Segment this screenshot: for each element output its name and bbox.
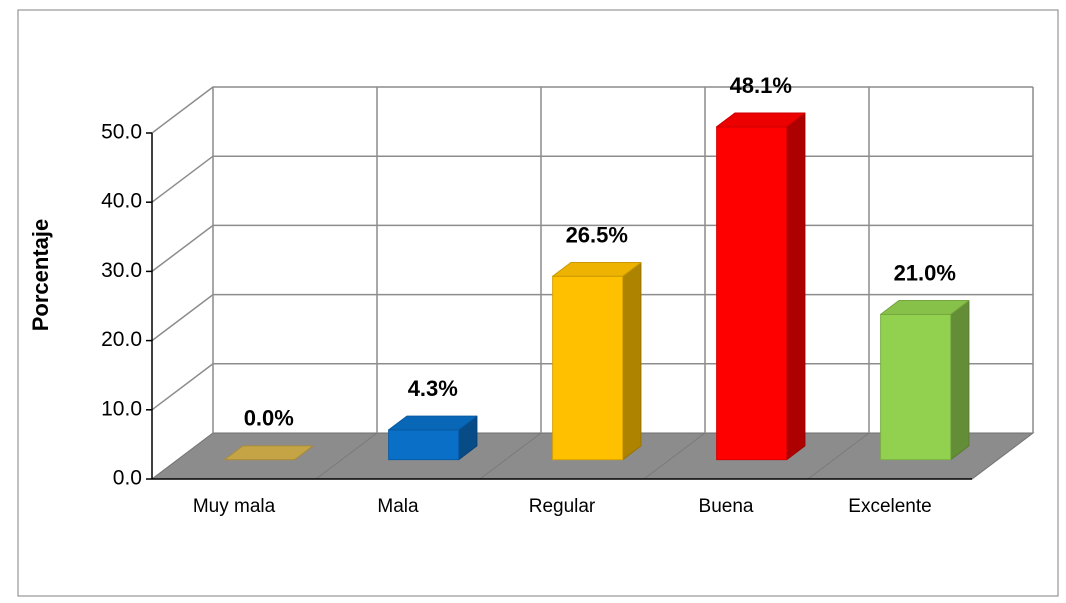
bar-front — [880, 313, 952, 461]
bar-top — [388, 415, 478, 431]
back-wall — [213, 87, 1033, 433]
grid-line — [151, 86, 1033, 134]
x-tick-label: Regular — [529, 496, 596, 517]
floor-line — [315, 432, 378, 480]
floor-line — [479, 432, 542, 480]
x-tick-label: Muy mala — [193, 496, 276, 517]
bar-top — [716, 112, 806, 128]
y-tick-label: 50.0 — [101, 121, 142, 144]
y-tick-label: 0.0 — [113, 467, 142, 490]
bar-top — [880, 300, 970, 315]
y-tick-label: 20.0 — [101, 328, 142, 351]
bar-top — [224, 445, 314, 461]
floor-line — [807, 432, 870, 480]
floor-line — [643, 432, 706, 480]
x-tick-label: Buena — [699, 496, 754, 517]
bar-side — [786, 112, 806, 461]
value-label: 0.0% — [244, 406, 294, 431]
bar-front — [552, 275, 624, 461]
floor-line — [151, 432, 214, 480]
value-label: 4.3% — [408, 376, 458, 401]
bar-side — [622, 262, 642, 461]
y-tick-label: 30.0 — [101, 259, 142, 282]
value-label: 26.5% — [566, 222, 628, 247]
bar-top — [552, 262, 642, 277]
x-tick-label: Mala — [377, 496, 419, 517]
value-label: 48.1% — [730, 73, 792, 98]
y-axis-label: Porcentaje — [28, 219, 53, 332]
y-tick-label: 40.0 — [101, 190, 142, 213]
bar-side — [950, 300, 970, 461]
x-tick-label: Excelente — [848, 496, 931, 517]
value-label: 21.0% — [894, 260, 956, 285]
y-tick-label: 10.0 — [101, 397, 142, 420]
bar-front — [388, 429, 460, 461]
bar-front — [716, 126, 788, 461]
floor-line — [971, 432, 1034, 480]
